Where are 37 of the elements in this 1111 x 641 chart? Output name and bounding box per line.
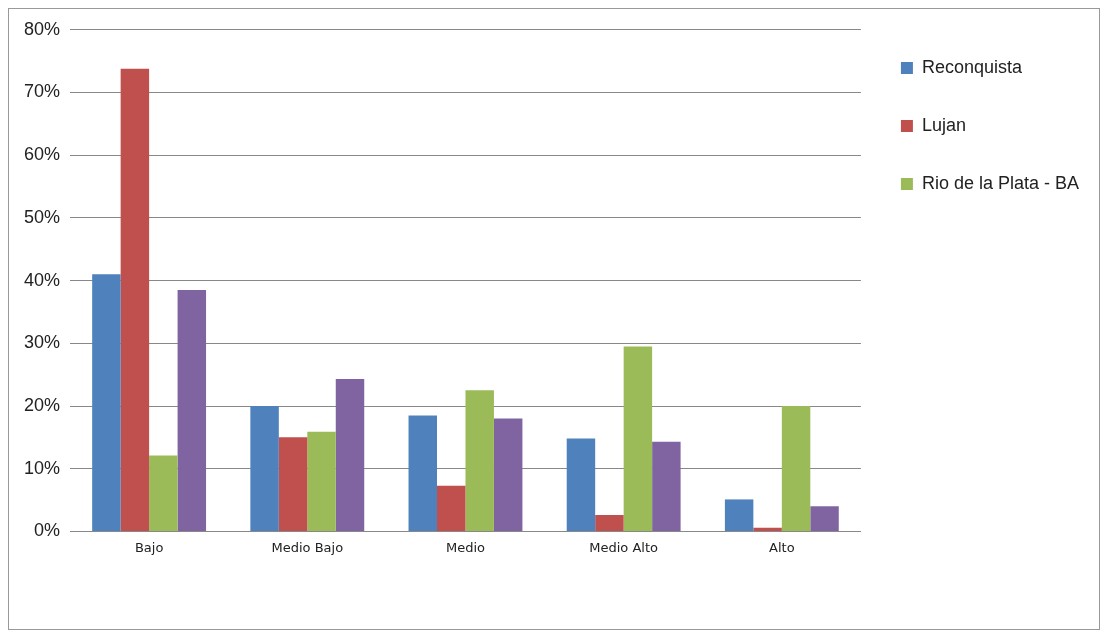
bar [465, 390, 494, 531]
y-tick-label: 50% [24, 206, 61, 227]
y-tick-label: 20% [24, 394, 61, 415]
bar [724, 499, 754, 531]
bar [335, 379, 365, 531]
bar [437, 485, 466, 531]
bar [595, 515, 624, 531]
bar [408, 415, 437, 531]
bar [177, 290, 207, 531]
bar [120, 68, 150, 531]
bar [92, 274, 121, 531]
y-tick-label: 30% [24, 332, 61, 353]
bar [566, 438, 596, 531]
legend-label: Rio de la Plata - BA [921, 172, 1079, 193]
y-tick-label: 70% [24, 81, 61, 102]
x-tick-label: Medio [445, 539, 486, 555]
x-tick-label: Medio Bajo [271, 539, 344, 555]
y-tick-label: 10% [24, 457, 61, 478]
bar [652, 441, 681, 531]
bar [493, 418, 523, 531]
bar [278, 437, 308, 531]
x-tick-label: Medio Alto [589, 539, 659, 555]
x-tick-label: Alto [769, 539, 795, 555]
y-tick-label: 80% [24, 18, 61, 39]
bar [623, 346, 653, 531]
legend-label: Lujan [921, 114, 966, 135]
bar [307, 431, 336, 531]
legend-label: Reconquista [921, 56, 1023, 77]
y-tick-label: 40% [24, 269, 61, 290]
y-tick-label: 60% [24, 144, 61, 165]
bar [810, 506, 839, 531]
y-tick-label: 0% [34, 520, 61, 541]
x-tick-label: Bajo [134, 539, 164, 555]
bar [781, 406, 811, 531]
bar [149, 455, 178, 531]
bar [250, 406, 279, 531]
bar [753, 527, 782, 531]
